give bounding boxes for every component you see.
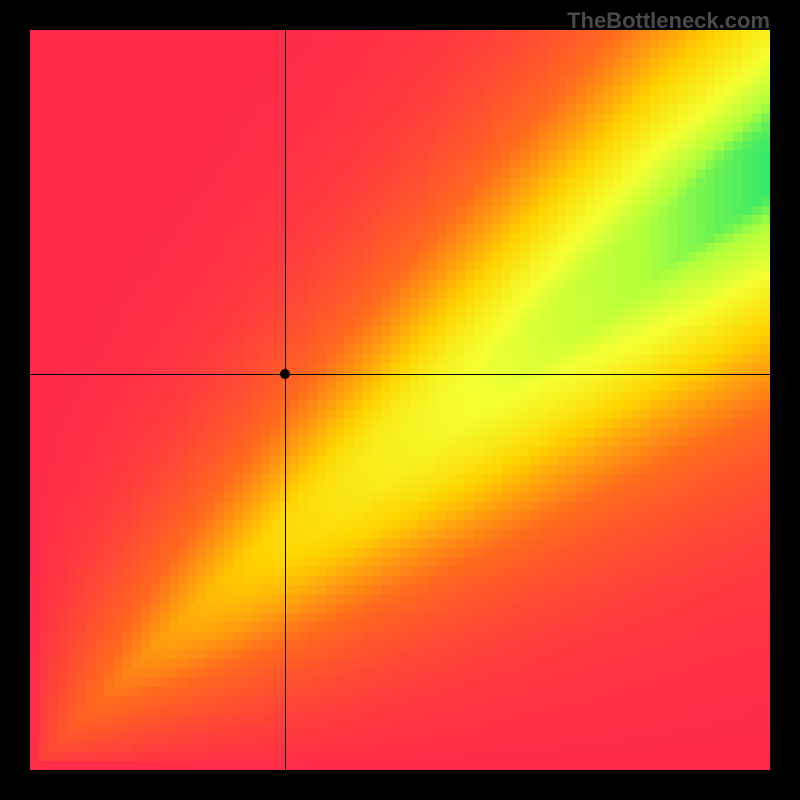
crosshair-vertical <box>285 30 286 770</box>
crosshair-horizontal <box>30 374 770 375</box>
heatmap-canvas <box>30 30 770 770</box>
watermark-text: TheBottleneck.com <box>567 8 770 34</box>
plot-area <box>30 30 770 770</box>
crosshair-marker <box>280 369 290 379</box>
